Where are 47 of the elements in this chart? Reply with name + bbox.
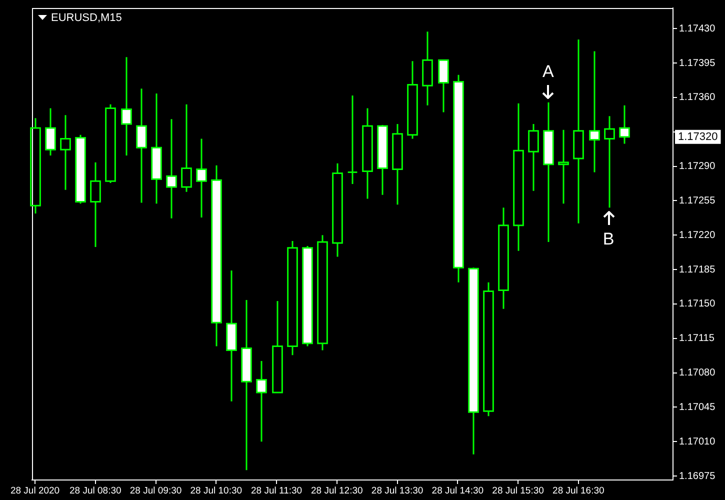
candlestick bbox=[60, 114, 71, 191]
candlestick bbox=[483, 282, 494, 417]
candlestick bbox=[181, 104, 192, 193]
y-tick-label: 1.17115 bbox=[679, 333, 715, 344]
candlestick bbox=[272, 300, 283, 394]
candlestick bbox=[287, 240, 298, 356]
x-tick-label: 28 Jul 14:30 bbox=[432, 485, 484, 496]
candlestick bbox=[513, 102, 524, 252]
y-tick-label: 1.17185 bbox=[679, 264, 716, 276]
y-tick-label: 1.17430 bbox=[679, 23, 716, 34]
x-tick-label: 28 Jul 10:30 bbox=[190, 485, 242, 496]
y-tick-label: 1.17150 bbox=[679, 298, 716, 310]
y-tick-label: 1.17395 bbox=[679, 58, 716, 69]
y-tick-label: 1.16975 bbox=[679, 470, 716, 482]
x-tick-label: 28 Jul 11:30 bbox=[250, 485, 302, 496]
x-tick-label: 28 Jul 16:30 bbox=[552, 485, 604, 496]
text: 1.17320 bbox=[678, 130, 718, 143]
annotation: A bbox=[542, 62, 555, 82]
candlestick bbox=[392, 123, 403, 206]
x-tick-label: 28 Jul 15:30 bbox=[492, 485, 544, 496]
candlestick bbox=[498, 206, 509, 310]
x-tick-label: 28 Jul 13:30 bbox=[371, 485, 424, 496]
y-tick-label: 1.17080 bbox=[679, 368, 716, 379]
candlestick bbox=[30, 117, 41, 214]
y-tick-label: 1.17255 bbox=[679, 195, 716, 206]
x-tick-label: 28 Jul 12:30 bbox=[311, 485, 363, 496]
candlestick bbox=[528, 123, 539, 192]
candlestick bbox=[317, 234, 328, 351]
y-tick-label: 1.17010 bbox=[679, 436, 716, 448]
candlestick bbox=[332, 162, 343, 258]
annotation: B bbox=[602, 229, 614, 248]
candlestick bbox=[604, 115, 615, 208]
x-tick-label: 28 Jul 08:30 bbox=[70, 485, 122, 496]
candlestick bbox=[422, 30, 433, 106]
candlestick bbox=[407, 60, 418, 140]
candlestick bbox=[362, 108, 373, 200]
candlestick bbox=[558, 129, 569, 204]
y-tick-label: 1.17290 bbox=[679, 161, 716, 172]
candlestick bbox=[573, 38, 584, 224]
chart-title: EURUSD,M15 bbox=[51, 12, 122, 24]
y-tick-label: 1.17220 bbox=[679, 230, 716, 241]
x-tick-label: 28 Jul 09:30 bbox=[130, 485, 182, 496]
candlestick bbox=[347, 94, 358, 185]
y-tick-label: 1.17360 bbox=[679, 92, 716, 104]
candlestick bbox=[90, 162, 101, 248]
x-tick-label: 28 Jul 2020 bbox=[10, 485, 60, 496]
y-tick-label: 1.17045 bbox=[679, 402, 716, 413]
